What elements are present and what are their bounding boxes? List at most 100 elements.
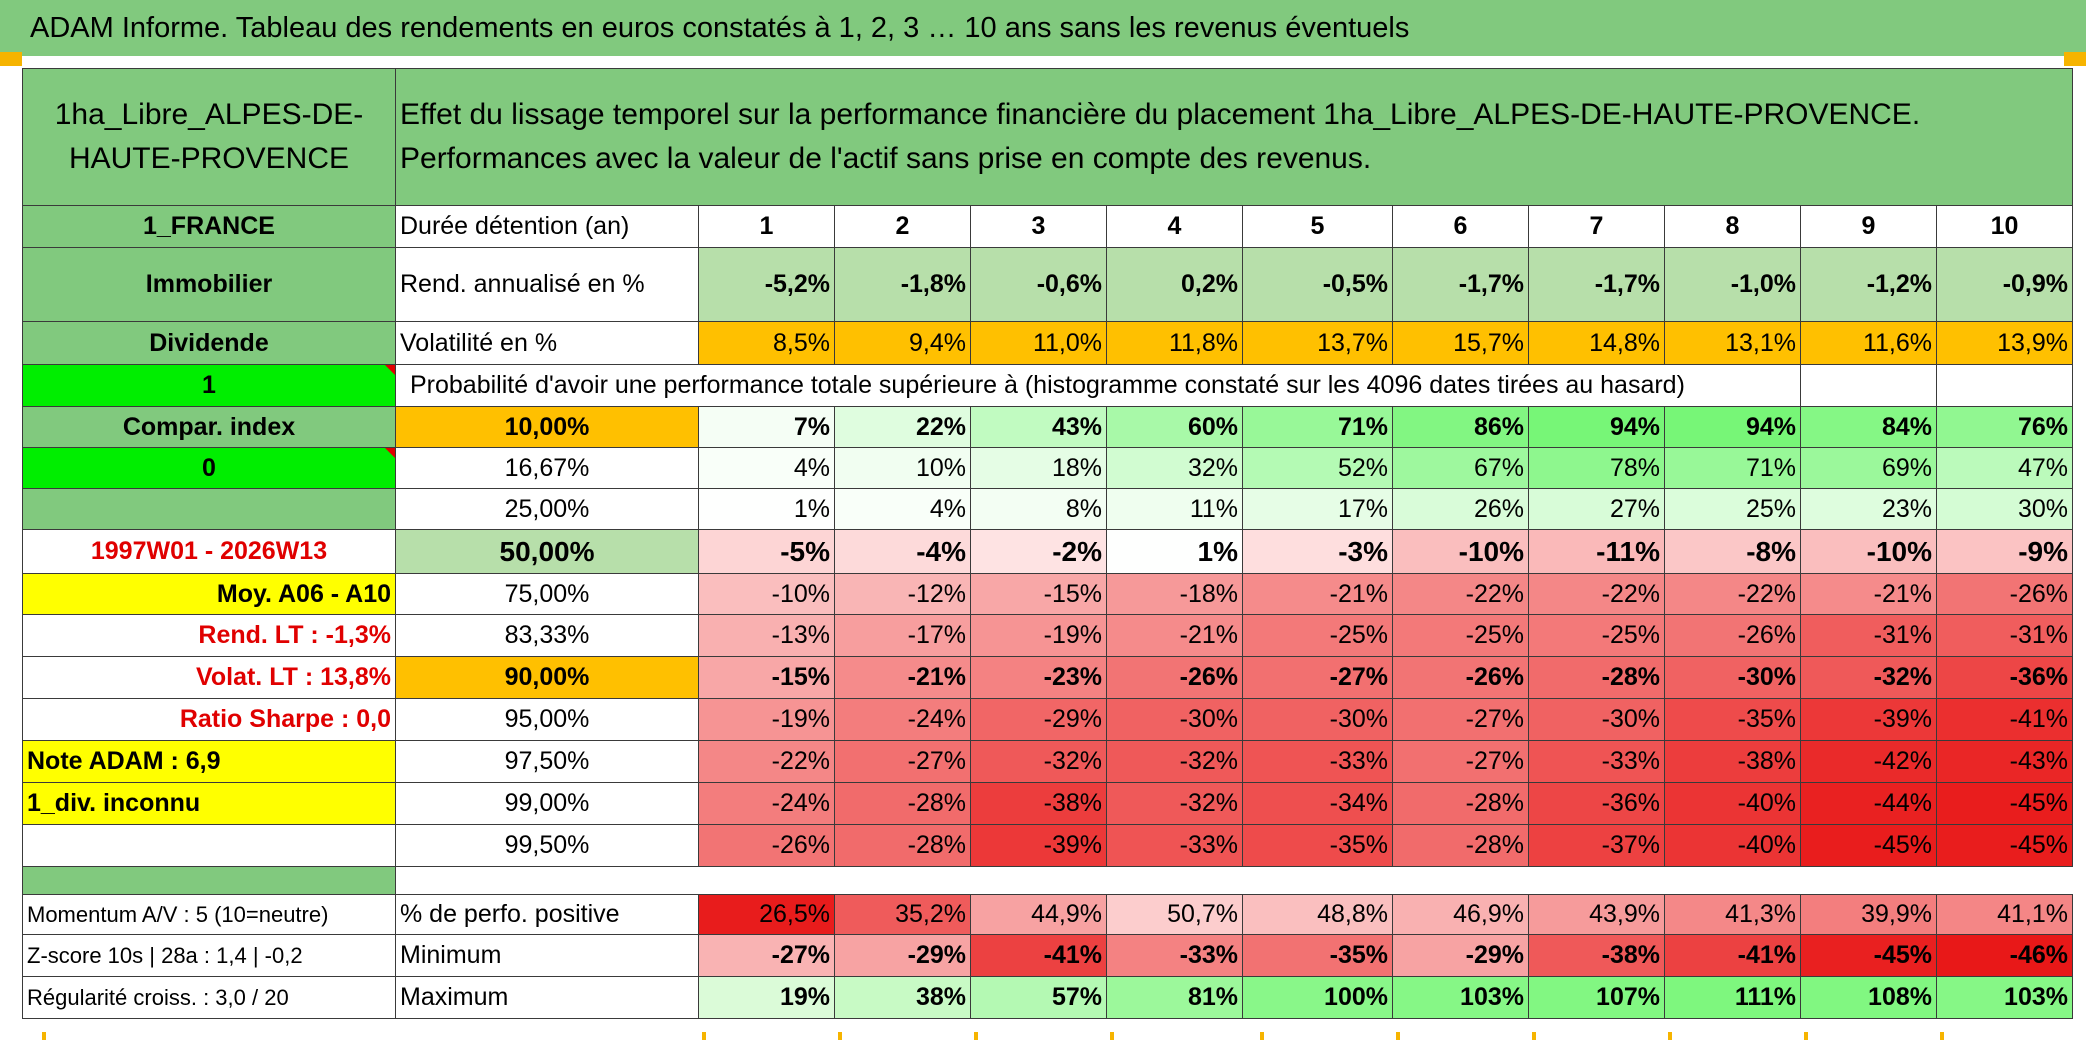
probability-value: 78%: [1528, 447, 1665, 489]
pos-value: 41,1%: [1936, 894, 2073, 935]
rend-value: 0,2%: [1106, 247, 1243, 322]
tick-marker: [1260, 1032, 1264, 1040]
probability-value: -2%: [970, 529, 1107, 574]
probability-value: -19%: [698, 698, 835, 741]
threshold-label: 10,00%: [395, 406, 699, 448]
rend-value: -1,2%: [1800, 247, 1937, 322]
empty-cell: [1800, 364, 1937, 407]
probability-value: -25%: [1528, 614, 1665, 657]
pos-value: 39,9%: [1800, 894, 1937, 935]
probability-value: -45%: [1936, 782, 2073, 825]
probability-value: -34%: [1242, 782, 1393, 825]
probability-value: 17%: [1242, 488, 1393, 530]
probability-value: -33%: [1528, 740, 1665, 783]
min-value: -29%: [1392, 934, 1529, 977]
probability-value: -21%: [1800, 573, 1937, 615]
probability-value: -22%: [1664, 573, 1801, 615]
probability-title: Probabilité d'avoir une performance tota…: [395, 364, 1801, 407]
page-title: ADAM Informe. Tableau des rendements en …: [0, 0, 2086, 56]
probability-value: 76%: [1936, 406, 2073, 448]
year-header: 2: [834, 205, 971, 248]
tick-marker: [1668, 1032, 1672, 1040]
vol-value: 14,8%: [1528, 321, 1665, 365]
probability-value: -42%: [1800, 740, 1937, 783]
probability-value: -9%: [1936, 529, 2073, 574]
probability-value: -28%: [1528, 656, 1665, 699]
probability-value: -25%: [1392, 614, 1529, 657]
vol-label: Volatilité en %: [395, 321, 699, 365]
vol-value: 13,1%: [1664, 321, 1801, 365]
corner-marker: [2064, 52, 2086, 66]
probability-value: -21%: [834, 656, 971, 699]
year-header: 10: [1936, 205, 2073, 248]
probability-value: 71%: [1664, 447, 1801, 489]
probability-value: -8%: [1664, 529, 1801, 574]
tick-marker: [1110, 1032, 1114, 1040]
probability-value: -38%: [970, 782, 1107, 825]
threshold-label: 99,50%: [395, 824, 699, 867]
note-label: Note ADAM : 6,9: [22, 740, 396, 783]
probability-value: -27%: [834, 740, 971, 783]
probability-value: -21%: [1106, 614, 1243, 657]
returns-table: 1ha_Libre_ALPES-DE-HAUTE-PROVENCE Effet …: [22, 68, 2073, 1019]
minimum-label: Minimum: [395, 934, 699, 977]
probability-value: -24%: [698, 782, 835, 825]
probability-value: -10%: [1392, 529, 1529, 574]
max-value: 103%: [1936, 976, 2073, 1019]
year-header: 9: [1800, 205, 1937, 248]
min-value: -33%: [1106, 934, 1243, 977]
probability-value: 94%: [1664, 406, 1801, 448]
probability-value: -25%: [1242, 614, 1393, 657]
probability-value: -15%: [698, 656, 835, 699]
probability-value: -17%: [834, 614, 971, 657]
probability-value: 71%: [1242, 406, 1393, 448]
min-value: -29%: [834, 934, 971, 977]
placement-name: 1ha_Libre_ALPES-DE-HAUTE-PROVENCE: [22, 68, 396, 206]
threshold-label: 95,00%: [395, 698, 699, 741]
probability-value: -5%: [698, 529, 835, 574]
index-one-cell: 1: [22, 364, 396, 407]
probability-value: -36%: [1936, 656, 2073, 699]
max-value: 107%: [1528, 976, 1665, 1019]
probability-value: -23%: [970, 656, 1107, 699]
probability-value: -11%: [1528, 529, 1665, 574]
tick-marker: [1940, 1032, 1944, 1040]
probability-value: -3%: [1242, 529, 1393, 574]
empty-cell: [1936, 364, 2073, 407]
rend-lt-label: Rend. LT : -1,3%: [22, 614, 396, 657]
probability-value: -32%: [1106, 782, 1243, 825]
rend-value: -1,7%: [1528, 247, 1665, 322]
probability-value: -26%: [1106, 656, 1243, 699]
probability-value: -10%: [1800, 529, 1937, 574]
probability-value: 8%: [970, 488, 1107, 530]
rend-value: -1,8%: [834, 247, 971, 322]
probability-value: -24%: [834, 698, 971, 741]
threshold-label: 83,33%: [395, 614, 699, 657]
pos-value: 46,9%: [1392, 894, 1529, 935]
tick-marker: [1804, 1032, 1808, 1040]
probability-value: -28%: [834, 824, 971, 867]
volat-lt-label: Volat. LT : 13,8%: [22, 656, 396, 699]
probability-value: -30%: [1106, 698, 1243, 741]
dividend-label: Dividende: [22, 321, 396, 365]
category-label: Immobilier: [22, 247, 396, 322]
year-header: 4: [1106, 205, 1243, 248]
probability-value: -28%: [1392, 782, 1529, 825]
min-value: -35%: [1242, 934, 1393, 977]
threshold-label: 75,00%: [395, 573, 699, 615]
probability-value: -30%: [1664, 656, 1801, 699]
probability-value: 1%: [1106, 529, 1243, 574]
probability-value: 4%: [834, 488, 971, 530]
min-value: -38%: [1528, 934, 1665, 977]
probability-value: 4%: [698, 447, 835, 489]
probability-value: 7%: [698, 406, 835, 448]
rend-value: -1,0%: [1664, 247, 1801, 322]
maximum-label: Maximum: [395, 976, 699, 1019]
probability-value: -29%: [970, 698, 1107, 741]
tick-marker: [1532, 1032, 1536, 1040]
probability-value: 43%: [970, 406, 1107, 448]
regularite-label: Régularité croiss. : 3,0 / 20: [22, 976, 396, 1019]
vol-value: 15,7%: [1392, 321, 1529, 365]
probability-value: 32%: [1106, 447, 1243, 489]
max-value: 100%: [1242, 976, 1393, 1019]
